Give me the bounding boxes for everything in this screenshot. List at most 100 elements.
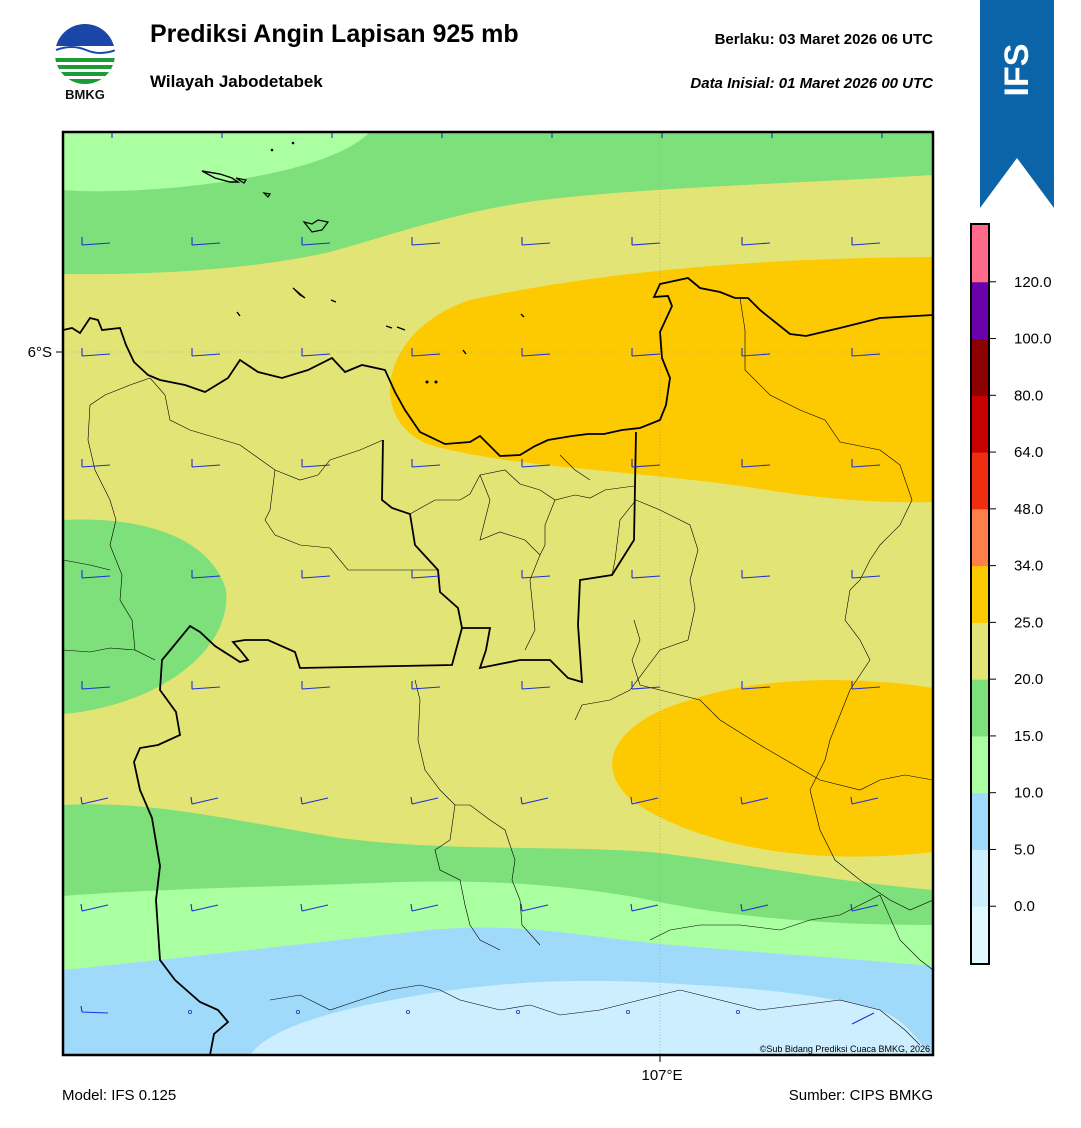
wind-barb bbox=[851, 348, 881, 357]
wind-barb bbox=[850, 796, 879, 805]
colorbar-box bbox=[972, 338, 988, 396]
colorbar-box bbox=[972, 452, 988, 510]
wind-barb bbox=[191, 681, 221, 690]
wind-barb bbox=[851, 570, 881, 579]
source-label: Sumber: CIPS BMKG bbox=[788, 1087, 933, 1104]
wind-barb bbox=[740, 903, 769, 912]
calm-wind-marker bbox=[736, 1010, 741, 1015]
colorbar-box bbox=[972, 225, 988, 283]
calm-wind-marker bbox=[405, 1010, 410, 1015]
colorbar-boxes bbox=[972, 225, 988, 964]
wind-barb bbox=[81, 237, 111, 246]
wind-barb bbox=[191, 570, 221, 579]
wind-barb bbox=[301, 459, 331, 468]
colorbar-box bbox=[972, 735, 988, 794]
wind-barb bbox=[631, 570, 661, 579]
wind-barb bbox=[301, 348, 331, 357]
wind-barb bbox=[740, 796, 769, 805]
colorbar-tick-label: 64.0 bbox=[1014, 444, 1043, 461]
latitude-tick-label: 6°S bbox=[28, 344, 52, 361]
wind-barb bbox=[521, 459, 551, 468]
colorbar-tick-label: 15.0 bbox=[1014, 728, 1043, 745]
wind-barb bbox=[631, 681, 661, 690]
wind-barb bbox=[521, 237, 551, 246]
wind-barb bbox=[851, 459, 881, 468]
colorbar-tick-label: 20.0 bbox=[1014, 671, 1043, 688]
wind-barb bbox=[411, 348, 441, 357]
colorbar-box bbox=[972, 679, 988, 737]
wind-barb bbox=[410, 796, 439, 805]
wind-barb bbox=[630, 796, 659, 805]
wind-barb bbox=[851, 237, 881, 246]
copyright-label: ©Sub Bidang Prediksi Cuaca BMKG, 2026 bbox=[760, 1044, 930, 1054]
wind-barb bbox=[190, 903, 219, 912]
region-subtitle: Wilayah Jabodetabek bbox=[150, 72, 323, 91]
wind-barb bbox=[80, 796, 109, 805]
model-label: Model: IFS 0.125 bbox=[62, 1087, 177, 1104]
wind-barb bbox=[191, 348, 221, 357]
bmkg-logo: BMKG bbox=[52, 20, 118, 102]
wind-barb bbox=[81, 570, 111, 579]
logo-text: BMKG bbox=[65, 87, 105, 102]
ifs-banner: IFS bbox=[980, 0, 1054, 210]
wind-barb bbox=[80, 903, 109, 912]
wind-barb bbox=[300, 903, 329, 912]
colorbar-box bbox=[972, 508, 988, 567]
colorbar-tick-label: 5.0 bbox=[1014, 841, 1035, 858]
map-frame bbox=[61, 130, 935, 1057]
colorbar-tick-label: 120.0 bbox=[1014, 274, 1052, 291]
colorbar-tick-label: 80.0 bbox=[1014, 387, 1043, 404]
colorbar-tick-label: 0.0 bbox=[1014, 898, 1035, 915]
wind-barb bbox=[190, 796, 219, 805]
wind-barb bbox=[521, 348, 551, 357]
wind-barb bbox=[81, 348, 111, 357]
colorbar-box bbox=[972, 281, 988, 340]
wind-barb bbox=[520, 796, 549, 805]
wind-barb bbox=[631, 237, 661, 246]
valid-time-label: Berlaku: 03 Maret 2026 06 UTC bbox=[714, 31, 933, 48]
wind-speed-field bbox=[63, 132, 933, 1055]
wind-barb bbox=[410, 903, 439, 912]
wind-barb bbox=[81, 459, 111, 468]
wind-barb bbox=[851, 681, 881, 690]
colorbar-box bbox=[972, 849, 988, 907]
colorbar-tick-label: 100.0 bbox=[1014, 331, 1052, 348]
colorbar-ticks: 120.0 100.0 80.0 64.0 48.0 34.0 25.0 20.0 15.0 10… bbox=[989, 274, 1052, 915]
wind-barb bbox=[630, 903, 659, 912]
wind-barb bbox=[741, 570, 771, 579]
wind-barb bbox=[81, 681, 111, 690]
wind-barb bbox=[411, 570, 441, 579]
wind-barb bbox=[741, 348, 771, 357]
wind-barb bbox=[851, 1012, 875, 1025]
calm-wind-marker bbox=[516, 1010, 521, 1015]
colorbar-box bbox=[972, 622, 988, 680]
calm-wind-marker bbox=[187, 1010, 192, 1015]
colorbar-tick-label: 34.0 bbox=[1014, 558, 1043, 575]
wind-barb bbox=[741, 681, 771, 690]
colorbar-tick-label: 48.0 bbox=[1014, 501, 1043, 518]
wind-barb bbox=[520, 903, 549, 912]
wind-barb bbox=[631, 348, 661, 357]
wind-barb-layer bbox=[80, 132, 883, 1025]
colorbar-box bbox=[972, 792, 988, 850]
longitude-tick-label: 107°E bbox=[641, 1067, 682, 1084]
colorbar-box bbox=[972, 395, 988, 453]
wind-barb bbox=[850, 903, 879, 912]
wind-barb bbox=[521, 570, 551, 579]
wind-barb bbox=[631, 459, 661, 468]
wind-barb bbox=[741, 237, 771, 246]
wind-barb bbox=[521, 681, 551, 690]
wind-barb bbox=[301, 681, 331, 690]
wind-barb bbox=[301, 570, 331, 579]
calm-wind-marker bbox=[626, 1010, 631, 1015]
init-time-label: Data Inisial: 01 Maret 2026 00 UTC bbox=[690, 75, 933, 92]
wind-barb bbox=[301, 237, 331, 246]
colorbar-box bbox=[972, 906, 988, 964]
colorbar-box bbox=[972, 565, 988, 623]
wind-barb bbox=[411, 237, 441, 246]
calm-wind-marker bbox=[295, 1010, 300, 1015]
colorbar-tick-label: 10.0 bbox=[1014, 785, 1043, 802]
wind-barb bbox=[300, 796, 329, 805]
